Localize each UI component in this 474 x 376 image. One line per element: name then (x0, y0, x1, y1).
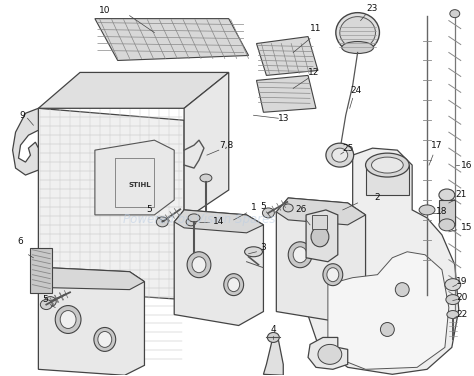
Text: 9: 9 (19, 111, 26, 120)
Text: 26: 26 (295, 205, 307, 214)
Text: 22: 22 (456, 310, 467, 319)
Bar (312, 215, 327, 229)
Text: 18: 18 (436, 208, 447, 217)
Polygon shape (264, 340, 283, 375)
Ellipse shape (450, 10, 460, 18)
Polygon shape (276, 198, 365, 225)
Text: 23: 23 (367, 4, 378, 13)
Text: 11: 11 (310, 24, 322, 33)
Text: 13: 13 (277, 114, 289, 123)
Ellipse shape (446, 295, 460, 305)
Ellipse shape (342, 41, 374, 53)
Polygon shape (174, 210, 264, 326)
Ellipse shape (293, 247, 307, 263)
Ellipse shape (224, 274, 244, 296)
Polygon shape (328, 252, 449, 369)
Text: 16: 16 (461, 161, 473, 170)
Ellipse shape (365, 153, 409, 177)
Text: Powered by Vision Spares: Powered by Vision Spares (123, 214, 275, 226)
Text: 4: 4 (271, 325, 276, 334)
Text: 21: 21 (455, 191, 466, 200)
Ellipse shape (267, 332, 279, 343)
Polygon shape (256, 76, 316, 112)
Polygon shape (306, 148, 459, 374)
Polygon shape (276, 198, 365, 323)
Polygon shape (256, 36, 318, 76)
Ellipse shape (439, 189, 455, 201)
Ellipse shape (98, 332, 112, 347)
Ellipse shape (381, 323, 394, 337)
Text: 20: 20 (456, 293, 467, 302)
Ellipse shape (332, 148, 348, 162)
Ellipse shape (311, 227, 329, 247)
Ellipse shape (395, 283, 409, 297)
Ellipse shape (228, 277, 240, 292)
Ellipse shape (447, 311, 459, 318)
Text: 5: 5 (146, 205, 152, 214)
Text: 19: 19 (456, 277, 467, 286)
Text: 12: 12 (308, 68, 319, 77)
Ellipse shape (55, 306, 81, 334)
Ellipse shape (283, 204, 293, 212)
Ellipse shape (45, 297, 56, 306)
Polygon shape (38, 108, 184, 300)
Polygon shape (174, 210, 264, 233)
Ellipse shape (288, 242, 312, 268)
Ellipse shape (186, 218, 196, 226)
Polygon shape (38, 268, 145, 375)
Polygon shape (308, 337, 348, 369)
Ellipse shape (326, 143, 354, 167)
Text: 25: 25 (342, 144, 354, 153)
Ellipse shape (245, 247, 263, 257)
Text: 2: 2 (374, 194, 380, 202)
Bar (439, 200, 455, 225)
Ellipse shape (323, 264, 343, 286)
Ellipse shape (445, 279, 461, 291)
Text: 1: 1 (251, 203, 256, 212)
Ellipse shape (40, 300, 52, 309)
Text: 14: 14 (213, 217, 225, 226)
Ellipse shape (188, 214, 200, 222)
Polygon shape (38, 268, 145, 290)
Text: 5: 5 (43, 295, 48, 304)
Polygon shape (95, 19, 248, 61)
Polygon shape (306, 210, 338, 262)
Ellipse shape (340, 17, 375, 49)
Ellipse shape (156, 217, 168, 227)
Ellipse shape (419, 205, 435, 215)
Text: STIHL: STIHL (128, 182, 151, 188)
Text: 3: 3 (261, 243, 266, 252)
Polygon shape (184, 73, 229, 220)
Ellipse shape (187, 252, 211, 277)
Bar (30, 248, 52, 293)
Bar (365, 165, 409, 195)
Text: 10: 10 (99, 6, 110, 15)
Polygon shape (95, 140, 174, 215)
Polygon shape (13, 108, 38, 175)
Ellipse shape (60, 311, 76, 329)
Text: 7,8: 7,8 (219, 141, 234, 150)
Ellipse shape (200, 174, 212, 182)
Ellipse shape (192, 257, 206, 273)
Ellipse shape (318, 344, 342, 364)
Ellipse shape (327, 268, 339, 282)
Text: 6: 6 (18, 237, 23, 246)
Text: 15: 15 (461, 223, 473, 232)
Ellipse shape (263, 208, 274, 218)
Polygon shape (38, 73, 229, 108)
Text: 17: 17 (431, 141, 443, 150)
Ellipse shape (94, 327, 116, 352)
Ellipse shape (372, 157, 403, 173)
Text: 24: 24 (350, 86, 361, 95)
Text: 5: 5 (261, 202, 266, 211)
Ellipse shape (439, 219, 455, 231)
Ellipse shape (336, 13, 380, 53)
